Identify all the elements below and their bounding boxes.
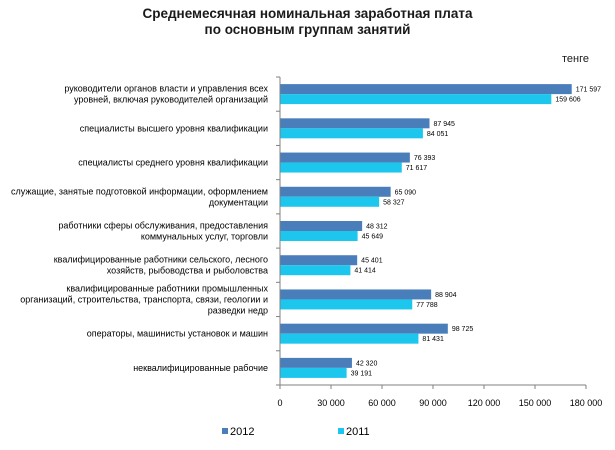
chart-title-line-1: Среднемесячная номинальная заработная пл… bbox=[142, 6, 473, 21]
x-tick-label-0: 0 bbox=[277, 398, 282, 408]
value-label-2011-5: 45 649 bbox=[362, 234, 384, 241]
value-label-2011-8: 81 431 bbox=[422, 336, 444, 343]
x-tick-label-5: 150 000 bbox=[519, 398, 552, 408]
unit-label: тенге bbox=[562, 53, 589, 65]
category-label-5-line-1: работники сферы обслуживания, предоставл… bbox=[58, 221, 268, 231]
bar-2011-8 bbox=[280, 333, 419, 344]
bar-2011-2 bbox=[280, 128, 423, 139]
value-label-2011-3: 71 617 bbox=[406, 165, 428, 172]
legend-swatch-2011 bbox=[338, 428, 344, 434]
category-label-7-line-2: организаций, строительства, транспорта, … bbox=[20, 294, 268, 304]
category-label-9-line-1: неквалифицированные рабочие bbox=[133, 363, 268, 373]
bar-2012-5 bbox=[280, 221, 363, 231]
value-label-2012-7: 88 904 bbox=[435, 292, 457, 299]
category-label-7-line-3: разведки недр bbox=[208, 305, 268, 315]
value-label-2012-6: 45 401 bbox=[361, 258, 383, 265]
legend-label-2012: 2012 bbox=[230, 426, 254, 438]
x-tick-label-2: 60 000 bbox=[368, 398, 396, 408]
bar-2012-8 bbox=[280, 323, 448, 334]
bar-2012-7 bbox=[280, 289, 432, 300]
value-label-2012-2: 87 945 bbox=[434, 121, 456, 128]
bar-2011-5 bbox=[280, 231, 358, 241]
category-label-4-line-1: служащие, занятые подготовкой информации… bbox=[11, 186, 268, 196]
bar-2012-4 bbox=[280, 186, 391, 197]
category-label-2-line-1: специалисты высшего уровня квалификации bbox=[80, 123, 268, 133]
value-label-2012-1: 171 597 bbox=[576, 87, 601, 94]
category-label-1-line-2: уровней, включая руководителей организац… bbox=[74, 95, 268, 105]
value-label-2012-4: 65 090 bbox=[395, 189, 417, 196]
bar-2011-3 bbox=[280, 162, 402, 173]
chart-title: Среднемесячная номинальная заработная пл… bbox=[0, 6, 615, 38]
bar-2012-6 bbox=[280, 255, 358, 266]
bar-2011-9 bbox=[280, 367, 347, 378]
category-label-5-line-2: коммунальных услуг, торговли bbox=[141, 232, 268, 242]
bar-2011-1 bbox=[280, 94, 552, 105]
value-label-2011-4: 58 327 bbox=[383, 199, 405, 206]
bar-2012-3 bbox=[280, 152, 410, 163]
value-label-2012-9: 42 320 bbox=[356, 360, 378, 367]
category-label-8-line-1: операторы, машинисты установок и машин bbox=[87, 329, 268, 339]
value-label-2011-9: 39 191 bbox=[351, 370, 373, 377]
x-tick-label-6: 180 000 bbox=[570, 398, 603, 408]
category-label-1-line-1: руководители органов власти и управления… bbox=[64, 84, 268, 94]
category-label-3-line-1: специалисты среднего уровня квалификации bbox=[78, 158, 268, 168]
bar-2011-6 bbox=[280, 265, 351, 276]
bar-2012-9 bbox=[280, 357, 352, 368]
value-label-2011-1: 159 606 bbox=[555, 97, 580, 104]
bar-2012-1 bbox=[280, 84, 572, 95]
bar-2011-7 bbox=[280, 299, 413, 310]
category-label-6-line-2: хозяйств, рыбоводства и рыболовства bbox=[107, 266, 268, 276]
value-label-2011-2: 84 051 bbox=[427, 131, 449, 138]
x-tick-label-3: 90 000 bbox=[419, 398, 447, 408]
x-tick-label-4: 120 000 bbox=[468, 398, 501, 408]
category-label-4-line-2: документации bbox=[209, 197, 268, 207]
category-label-6-line-1: квалифицированные работники сельского, л… bbox=[54, 255, 268, 265]
value-label-2012-3: 76 393 bbox=[414, 155, 436, 162]
value-label-2011-7: 77 788 bbox=[416, 302, 438, 309]
legend-swatch-2012 bbox=[222, 428, 228, 434]
value-label-2012-5: 48 312 bbox=[366, 224, 388, 231]
bar-2012-2 bbox=[280, 118, 430, 129]
bar-2011-4 bbox=[280, 196, 380, 207]
legend-label-2011: 2011 bbox=[346, 426, 370, 438]
value-label-2012-8: 98 725 bbox=[452, 326, 474, 333]
value-label-2011-6: 41 414 bbox=[354, 268, 376, 275]
category-label-7-line-1: квалифицированные работники промышленных bbox=[66, 283, 268, 293]
x-tick-label-1: 30 000 bbox=[317, 398, 345, 408]
chart-title-line-2: по основным группам занятий bbox=[204, 22, 411, 37]
